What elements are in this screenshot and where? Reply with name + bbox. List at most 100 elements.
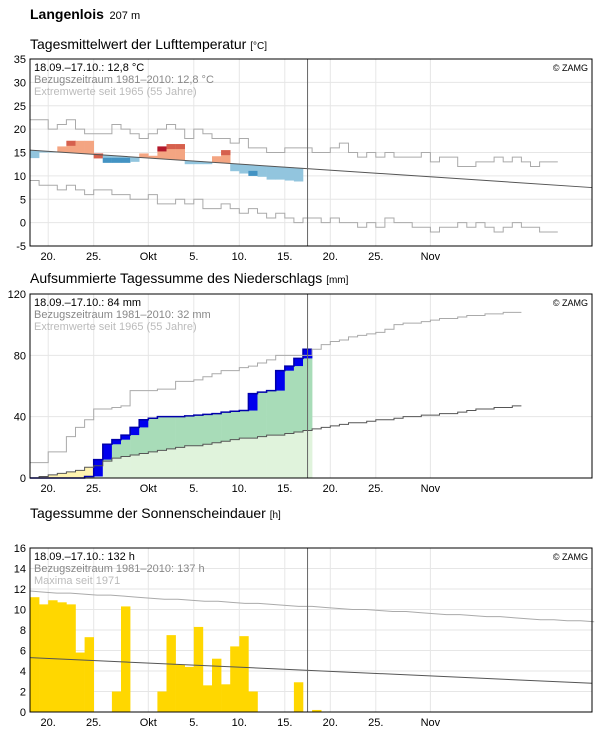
above-normal-fill bbox=[202, 414, 213, 445]
above-normal-fill bbox=[130, 427, 140, 455]
normal-fill bbox=[230, 439, 240, 478]
sunshine-bar bbox=[293, 682, 304, 712]
normal-fill bbox=[166, 448, 176, 478]
above-normal-fill bbox=[111, 439, 122, 459]
legend-current: 18.09.–17.10.: 132 h bbox=[34, 551, 135, 563]
x-tick-label: 20. bbox=[41, 483, 56, 495]
plot-frame bbox=[29, 293, 593, 479]
temperature-bar bbox=[75, 140, 85, 154]
temperature-bar bbox=[39, 151, 49, 153]
temperature-bar bbox=[202, 161, 213, 165]
station-name: Langenlois bbox=[30, 6, 104, 22]
wet-day-bar bbox=[293, 358, 304, 367]
y-tick-label: 25 bbox=[14, 101, 26, 113]
y-tick-label: 30 bbox=[14, 77, 26, 89]
current-sum-line bbox=[30, 348, 313, 479]
x-tick-label: 5. bbox=[189, 251, 198, 263]
above-normal-fill bbox=[230, 411, 240, 440]
x-tick-label: 15. bbox=[277, 483, 292, 495]
temperature-extreme-bar bbox=[166, 144, 176, 150]
wet-day-bar bbox=[111, 439, 122, 445]
wet-day-bar bbox=[284, 366, 295, 371]
normal-fill bbox=[175, 447, 185, 478]
y-tick-label: 5 bbox=[20, 194, 26, 206]
wet-day-bar bbox=[93, 459, 104, 477]
y-tick-label: -5 bbox=[16, 241, 26, 253]
temperature-bar bbox=[230, 163, 240, 172]
station-header: Langenlois 207 m bbox=[30, 6, 140, 22]
sunshine-bar bbox=[66, 604, 76, 712]
temperature-extreme-bar bbox=[175, 144, 185, 150]
legend-extremes: Extremwerte seit 1965 (55 Jahre) bbox=[34, 321, 197, 333]
below-normal-fill bbox=[57, 473, 67, 478]
x-tick-label: 25. bbox=[86, 483, 101, 495]
below-normal-fill bbox=[66, 471, 76, 478]
temperature-extreme-bar bbox=[248, 170, 258, 176]
temperature-bar bbox=[148, 155, 158, 159]
sunshine-bar bbox=[57, 602, 67, 712]
normal-fill bbox=[293, 432, 304, 478]
normal-fill bbox=[184, 445, 195, 478]
x-tick-label: 10. bbox=[232, 483, 247, 495]
temperature-bar bbox=[266, 166, 276, 180]
x-tick-label: 5. bbox=[189, 717, 198, 729]
above-normal-fill bbox=[175, 416, 185, 448]
above-normal-fill bbox=[239, 410, 249, 439]
below-normal-fill bbox=[48, 474, 58, 478]
temperature-extreme-bar bbox=[111, 157, 122, 163]
copyright: © ZAMG bbox=[553, 63, 588, 73]
y-tick-label: 10 bbox=[14, 171, 26, 183]
sunshine-bar bbox=[175, 664, 185, 712]
temperature-bar bbox=[166, 144, 176, 160]
legend-current: 18.09.–17.10.: 12,8 °C bbox=[34, 62, 144, 74]
station-elevation: 207 m bbox=[109, 10, 141, 22]
temperature-bar bbox=[293, 167, 304, 182]
sunshine-bar bbox=[48, 600, 58, 712]
y-tick-label: 80 bbox=[14, 350, 26, 362]
y-tick-label: 10 bbox=[14, 605, 26, 617]
x-tick-label: 20. bbox=[323, 717, 338, 729]
y-tick-label: 16 bbox=[14, 543, 26, 555]
y-tick-label: 0 bbox=[20, 218, 26, 230]
temperature-chart: -5 0 5 10 15 20 25 30 35 20. 25. Okt 5. 10. 15. 20. 25. N… bbox=[14, 54, 593, 263]
sunshine-bar bbox=[230, 646, 240, 712]
below-normal-fill bbox=[75, 470, 85, 478]
wet-day-bar bbox=[121, 435, 131, 440]
normal-fill bbox=[284, 433, 295, 478]
temperature-extreme-bar bbox=[221, 150, 231, 156]
above-normal-fill bbox=[221, 412, 231, 442]
sunshine-bar bbox=[193, 626, 204, 712]
x-tick-label: 10. bbox=[232, 251, 247, 263]
y-tick-label: 8 bbox=[20, 625, 26, 637]
temperature-chart-title: Tagesmittelwert der Lufttemperatur [°C] bbox=[30, 36, 267, 52]
normal-fill bbox=[157, 450, 167, 478]
temperature-extreme-bar bbox=[93, 153, 104, 159]
above-normal-fill bbox=[139, 419, 149, 454]
legend-reference: Bezugszeitraum 1981–2010: 12,8 °C bbox=[34, 74, 214, 86]
temperature-extreme-bar bbox=[102, 157, 113, 163]
above-normal-fill bbox=[257, 392, 267, 437]
extreme-min-line bbox=[30, 180, 558, 233]
wet-day-bar bbox=[139, 419, 149, 428]
sunshine-chart: 0 2 4 6 8 10 12 14 16 20. 25. Okt 5. 10. 15. 20. 25. Nov 1… bbox=[14, 543, 595, 729]
below-normal-fill bbox=[84, 467, 94, 477]
temperature-extreme-bar bbox=[157, 146, 167, 152]
normal-fill bbox=[266, 435, 276, 478]
wet-day-bar bbox=[275, 370, 286, 391]
above-normal-fill bbox=[275, 370, 286, 436]
above-normal-fill bbox=[248, 393, 258, 439]
sunshine-bar bbox=[202, 685, 213, 712]
copyright: © ZAMG bbox=[553, 298, 588, 308]
normal-fill bbox=[248, 438, 258, 478]
x-tick-label: 20. bbox=[323, 483, 338, 495]
precipitation-chart-title: Aufsummierte Tagessumme des Niederschlag… bbox=[30, 270, 349, 286]
wet-day-bar bbox=[130, 427, 140, 436]
reference-line bbox=[29, 657, 593, 684]
y-tick-label: 35 bbox=[14, 54, 26, 66]
normal-fill bbox=[139, 453, 149, 478]
above-normal-fill bbox=[284, 366, 295, 434]
x-tick-label: 5. bbox=[189, 483, 198, 495]
legend-current: 18.09.–17.10.: 84 mm bbox=[34, 297, 141, 309]
normal-fill bbox=[193, 445, 204, 478]
temperature-bar bbox=[175, 144, 185, 161]
